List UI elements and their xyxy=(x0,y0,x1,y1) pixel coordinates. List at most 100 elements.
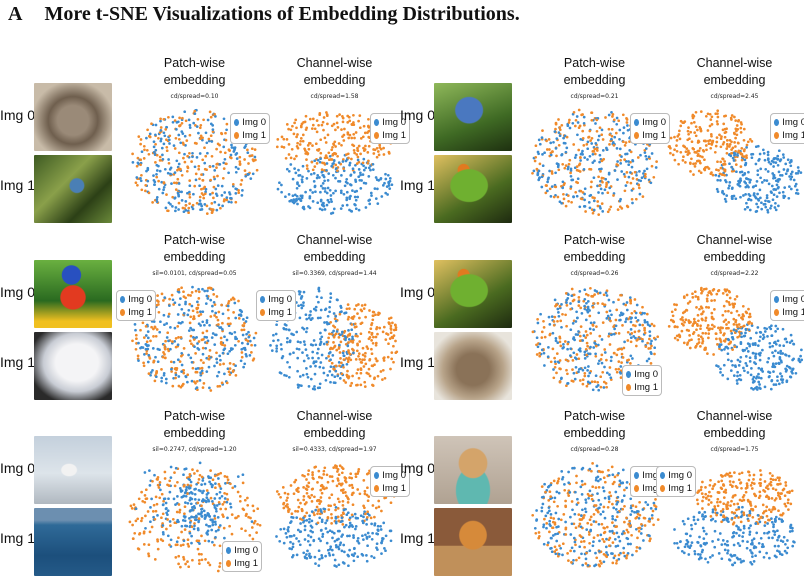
img-1-point xyxy=(316,131,319,134)
img-0-point xyxy=(738,378,741,381)
img-0-point xyxy=(356,555,359,558)
img-1-point xyxy=(302,486,305,489)
img-1-point xyxy=(697,153,700,156)
img-0-point xyxy=(320,341,323,344)
img-0-point xyxy=(319,540,322,543)
img-1-point xyxy=(549,187,552,190)
img-0-point xyxy=(362,164,365,167)
legend-entry-img-1: Img 1 xyxy=(774,306,804,319)
img-1-point xyxy=(129,521,132,524)
img-0-point xyxy=(211,336,214,339)
img-0-point xyxy=(337,538,340,541)
img-0-point xyxy=(769,207,772,210)
img-1-point xyxy=(170,370,173,373)
img-1-point xyxy=(620,294,623,297)
img-1-point xyxy=(202,386,205,389)
img-0-point xyxy=(306,550,309,553)
img-0-point xyxy=(222,352,225,355)
img-0-point xyxy=(225,196,228,199)
img-1-point xyxy=(567,200,570,203)
img-1-point xyxy=(607,335,610,338)
img-0-point xyxy=(334,190,337,193)
img-0-point xyxy=(608,299,611,302)
img-0-point xyxy=(577,177,580,180)
img-1-point xyxy=(232,311,235,314)
img-0-point xyxy=(326,374,329,377)
img-0-point xyxy=(297,340,300,343)
img-0-point xyxy=(235,166,238,169)
img-1-point xyxy=(143,364,146,367)
img-0-point xyxy=(731,195,734,198)
img-1-point xyxy=(203,186,206,189)
img-1-point xyxy=(749,138,752,141)
img-1-point xyxy=(350,123,353,126)
img-1-point xyxy=(531,172,534,175)
img-1-point xyxy=(563,198,566,201)
img-0-point xyxy=(212,332,215,335)
img-1-point xyxy=(697,314,700,317)
img-0-point xyxy=(342,354,345,357)
img-0-point xyxy=(289,341,292,344)
img-1-point xyxy=(255,332,258,335)
img-0-point xyxy=(630,328,633,331)
img-0-point xyxy=(611,552,614,555)
img-1-point xyxy=(579,170,582,173)
img-1-point xyxy=(699,327,702,330)
img-1-point xyxy=(302,121,305,124)
img-0-point xyxy=(328,370,331,373)
img-1-point xyxy=(191,468,194,471)
img-1-point xyxy=(319,138,322,141)
img-0-point xyxy=(175,206,178,209)
img-0-point xyxy=(187,309,190,312)
img-1-point xyxy=(330,522,333,525)
img-1-point xyxy=(721,314,724,317)
img-1-point xyxy=(355,372,358,375)
img-0-point xyxy=(781,381,784,384)
img-1-point xyxy=(539,163,542,166)
legend-marker xyxy=(234,132,239,139)
img-1-point xyxy=(553,324,556,327)
legend-entry-img-1: Img 1 xyxy=(774,129,804,142)
img-0-point xyxy=(567,471,570,474)
img-0-point xyxy=(725,194,728,197)
img-0-point xyxy=(205,496,208,499)
img-1-point xyxy=(708,167,711,170)
img-1-point xyxy=(588,533,591,536)
img-0-point xyxy=(616,147,619,150)
img-1-point xyxy=(354,322,357,325)
img-1-point xyxy=(742,315,745,318)
img-1-point xyxy=(151,480,154,483)
img-1-point xyxy=(582,517,585,520)
img-1-point xyxy=(357,368,360,371)
img-0-point xyxy=(774,325,777,328)
img-1-point xyxy=(216,175,219,178)
img-1-point xyxy=(372,336,375,339)
img-1-point xyxy=(644,345,647,348)
img-0-point xyxy=(622,313,625,316)
img-1-point xyxy=(331,124,334,127)
img-1-point xyxy=(165,193,168,196)
img-0-point xyxy=(234,485,237,488)
img-0-point xyxy=(233,302,236,305)
img-0-point xyxy=(637,179,640,182)
img-1-point xyxy=(681,330,684,333)
img-1-point xyxy=(337,468,340,471)
img-1-point xyxy=(287,128,290,131)
img-0-point xyxy=(776,184,779,187)
legend-entry-img-0: Img 0 xyxy=(774,116,804,129)
img-0-point xyxy=(791,340,794,343)
img-1-point xyxy=(368,359,371,362)
img-1-point xyxy=(390,501,393,504)
img-1-point xyxy=(323,470,326,473)
img-1-point xyxy=(171,340,174,343)
img-1-point xyxy=(691,296,694,299)
img-1-point xyxy=(611,521,614,524)
img-0-point xyxy=(344,184,347,187)
img-1-point xyxy=(201,476,204,479)
img-0-point xyxy=(537,151,540,154)
img-1-point xyxy=(317,521,320,524)
img-1-point xyxy=(321,124,324,127)
img-1-point xyxy=(644,524,647,527)
img-0-point xyxy=(308,314,311,317)
img-0-point xyxy=(169,520,172,523)
